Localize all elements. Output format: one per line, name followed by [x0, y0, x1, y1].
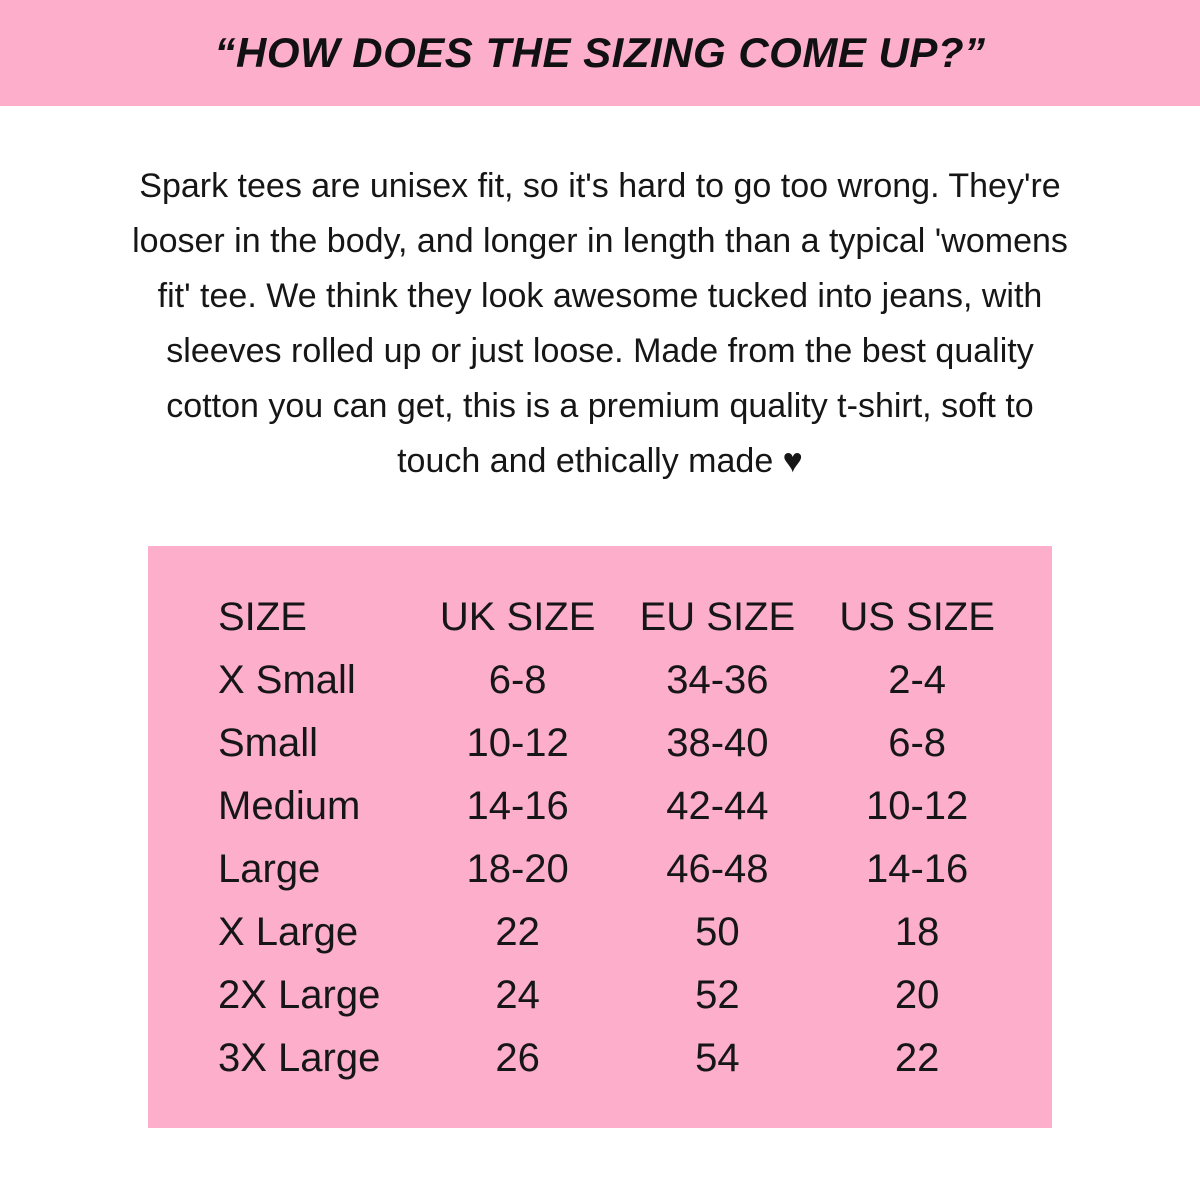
intro-line: touch and ethically made ♥ [397, 442, 803, 480]
column-header-uk-size: UK SIZE [439, 595, 596, 639]
intro-line: fit' tee. We think they look awesome tuc… [157, 277, 1043, 315]
column-header-size: SIZE [218, 595, 307, 639]
table-cell: 22 [495, 910, 540, 954]
table-cell: Small [218, 721, 319, 765]
intro-line: Spark tees are unisex fit, so it's hard … [139, 167, 1061, 205]
table-row: Large 18-20 46-48 14-16 [218, 838, 1017, 901]
page-title: “HOW DOES THE SIZING COME UP?” [214, 29, 986, 76]
table-row: Small 10-12 38-40 6-8 [218, 712, 1017, 775]
table-cell: 42-44 [666, 784, 769, 828]
column-header-eu-size: EU SIZE [639, 595, 796, 639]
table-cell: 46-48 [666, 847, 769, 891]
table-cell: 22 [894, 1036, 940, 1080]
table-cell: 54 [695, 1036, 740, 1080]
table-cell: 52 [695, 973, 740, 1017]
table-cell: 6-8 [888, 721, 947, 765]
table-cell: 24 [495, 973, 540, 1017]
table-cell: 18-20 [466, 847, 569, 891]
table-cell: 26 [495, 1036, 540, 1080]
table-row: X Large 22 50 18 [218, 901, 1017, 964]
size-chart-table: SIZE UK SIZE EU SIZE US SIZE X Small 6-8 3… [218, 586, 1017, 1090]
table-cell: 34-36 [666, 658, 769, 702]
table-row: 2X Large 24 52 20 [218, 964, 1017, 1027]
table-cell: 10-12 [865, 784, 969, 828]
intro-line: cotton you can get, this is a premium qu… [166, 387, 1034, 425]
table-cell: 50 [695, 910, 740, 954]
table-cell: X Large [218, 910, 359, 954]
table-cell: 38-40 [666, 721, 769, 765]
header-banner: “HOW DOES THE SIZING COME UP?” [0, 0, 1200, 106]
intro-line: looser in the body, and longer in length… [132, 222, 1068, 260]
size-chart-panel: SIZE UK SIZE EU SIZE US SIZE X Small 6-8 3… [148, 546, 1052, 1128]
table-cell: Medium [218, 784, 361, 828]
table-cell: 10-12 [466, 721, 569, 765]
table-cell: Large [218, 847, 321, 891]
table-cell: 2-4 [888, 658, 947, 702]
intro-line: sleeves rolled up or just loose. Made fr… [166, 332, 1034, 370]
table-row: Medium 14-16 42-44 10-12 [218, 775, 1017, 838]
column-header-us-size: US SIZE [839, 595, 995, 639]
table-cell: 14-16 [466, 784, 569, 828]
table-cell: 2X Large [218, 973, 381, 1017]
table-row: X Small 6-8 34-36 2-4 [218, 649, 1017, 712]
table-row: 3X Large 26 54 22 [218, 1027, 1017, 1090]
table-cell: 18 [894, 910, 940, 954]
table-cell: 3X Large [218, 1036, 381, 1080]
table-cell: X Small [218, 658, 356, 702]
size-table-body: X Small 6-8 34-36 2-4 Small 10-12 38-40 6-8 Medi… [218, 649, 1017, 1090]
table-cell: 20 [894, 973, 940, 1017]
header-row: SIZE UK SIZE EU SIZE US SIZE [218, 586, 1017, 649]
intro-paragraph: Spark tees are unisex fit, so it's hard … [0, 159, 1200, 489]
table-cell: 14-16 [865, 847, 969, 891]
table-cell: 6-8 [488, 658, 547, 702]
size-chart-header: SIZE UK SIZE EU SIZE US SIZE [218, 586, 1017, 649]
